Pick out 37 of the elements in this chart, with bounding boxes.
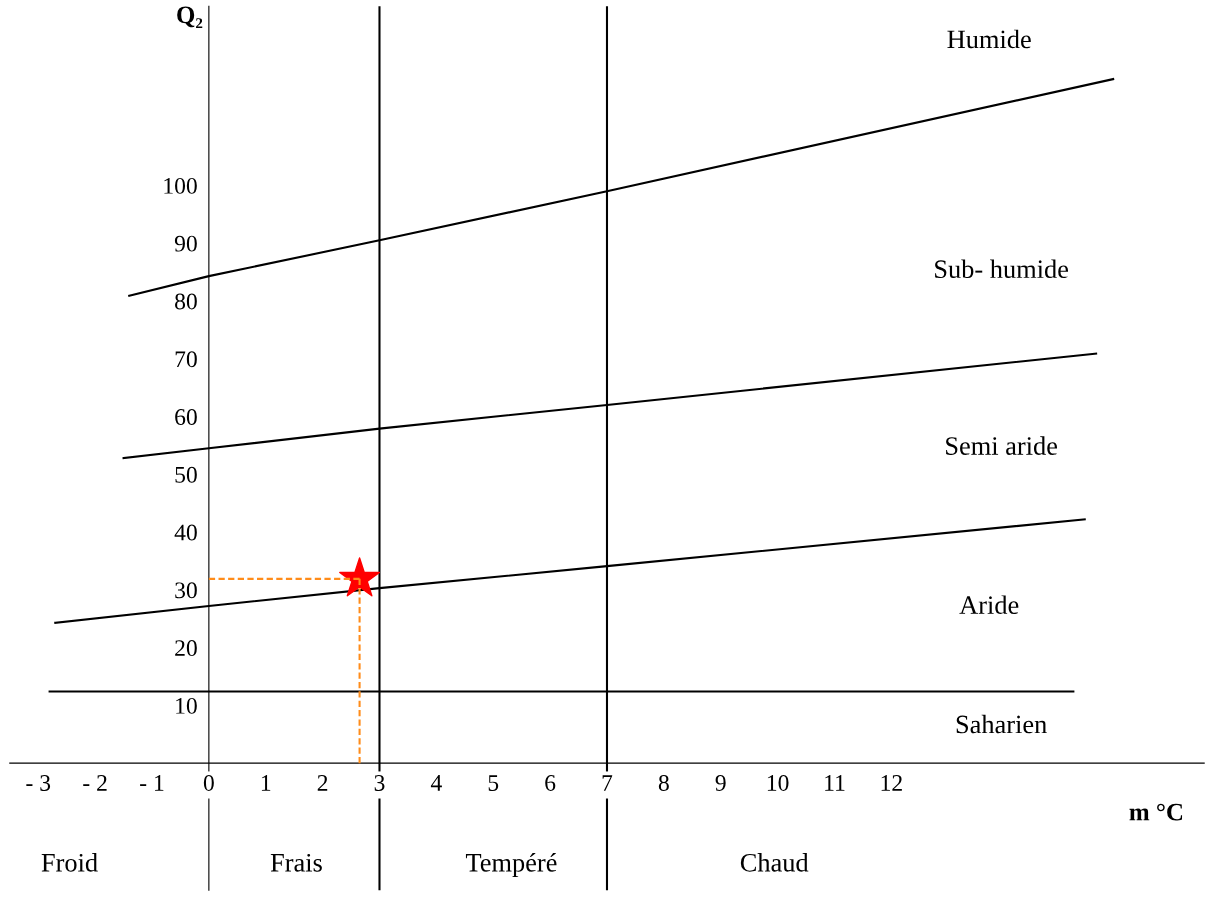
x-tick-label: 4 [430, 775, 442, 791]
annotation: Semi aride [946, 436, 1058, 455]
x-tick-label: 8 [658, 774, 669, 791]
y-tick-label: 50 [175, 466, 197, 483]
x-tick-label: 11 [825, 775, 845, 791]
x-tick-label: 3 [374, 775, 385, 791]
annotation: Frais [270, 853, 322, 872]
y-tick-label: 20 [175, 640, 197, 657]
y-axis-title: Q₂ [177, 6, 203, 29]
y-tick-label: 30 [175, 582, 197, 599]
x-tick-label: 6 [545, 775, 556, 791]
y-tick-label: 80 [175, 293, 197, 310]
annotation: Saharien [956, 714, 1047, 734]
x-tick-label: - 3 [26, 775, 51, 791]
x-tick-label: - 2 [83, 775, 107, 791]
annotation: Aride [959, 595, 1019, 615]
annotation: Humide [947, 29, 1031, 49]
y-tick-label: 100 [164, 177, 197, 194]
annotation: Froid [41, 853, 98, 872]
y-tick-label: 10 [176, 697, 197, 714]
annotation: Tempéré [465, 853, 557, 878]
annotation: Chaud [740, 853, 809, 872]
x-tick-label: 1 [261, 775, 271, 791]
x-tick-label: 7 [602, 775, 613, 791]
y-tick-label: 90 [174, 235, 197, 252]
x-tick-label: 5 [488, 775, 499, 791]
x-tick-label: 0 [203, 774, 214, 791]
y-tick-label: 60 [175, 409, 197, 425]
y-tick-label: 70 [175, 351, 197, 368]
x-axis-title: m °C [1129, 803, 1183, 821]
x-tick-label: 2 [317, 775, 328, 791]
x-tick-label: 10 [767, 774, 789, 791]
x-tick-label: 12 [881, 775, 902, 791]
x-tick-label: - 1 [140, 775, 164, 791]
annotation: Sub- humide [935, 259, 1069, 279]
x-tick-label: 9 [715, 775, 726, 791]
y-tick-label: 40 [174, 524, 197, 541]
